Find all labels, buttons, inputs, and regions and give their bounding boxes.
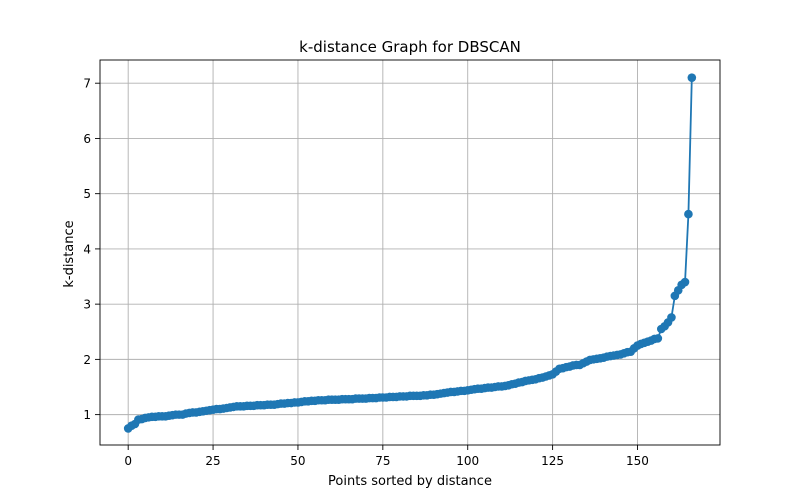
y-tick-label: 3 [83,298,91,312]
data-markers [123,73,697,433]
x-tick-label: 150 [626,454,649,468]
axis-ticks: 0 25 50 75 100 125 150 1 2 3 4 5 6 7 [83,77,649,468]
y-tick-label: 5 [83,187,91,201]
chart-title: k-distance Graph for DBSCAN [299,38,521,56]
x-tick-label: 25 [205,454,220,468]
data-point [680,277,690,287]
data-point [667,313,676,322]
data-series-layer [123,73,697,433]
x-axis-label: Points sorted by distance [328,474,492,489]
x-tick-label: 50 [290,454,305,468]
y-tick-label: 2 [83,353,91,367]
y-axis-label: k-distance [62,220,77,287]
y-tick-label: 7 [83,77,91,91]
y-tick-label: 4 [83,242,91,256]
data-point [653,334,663,343]
x-tick-label: 75 [375,454,390,468]
grid-lines [100,60,720,445]
x-tick-label: 125 [541,454,564,468]
y-tick-label: 1 [83,408,91,422]
x-tick-label: 0 [124,454,132,468]
data-point [687,73,697,82]
y-tick-label: 6 [83,132,91,146]
x-tick-label: 100 [456,454,479,468]
plot-frame [99,59,721,446]
data-point [684,209,693,219]
